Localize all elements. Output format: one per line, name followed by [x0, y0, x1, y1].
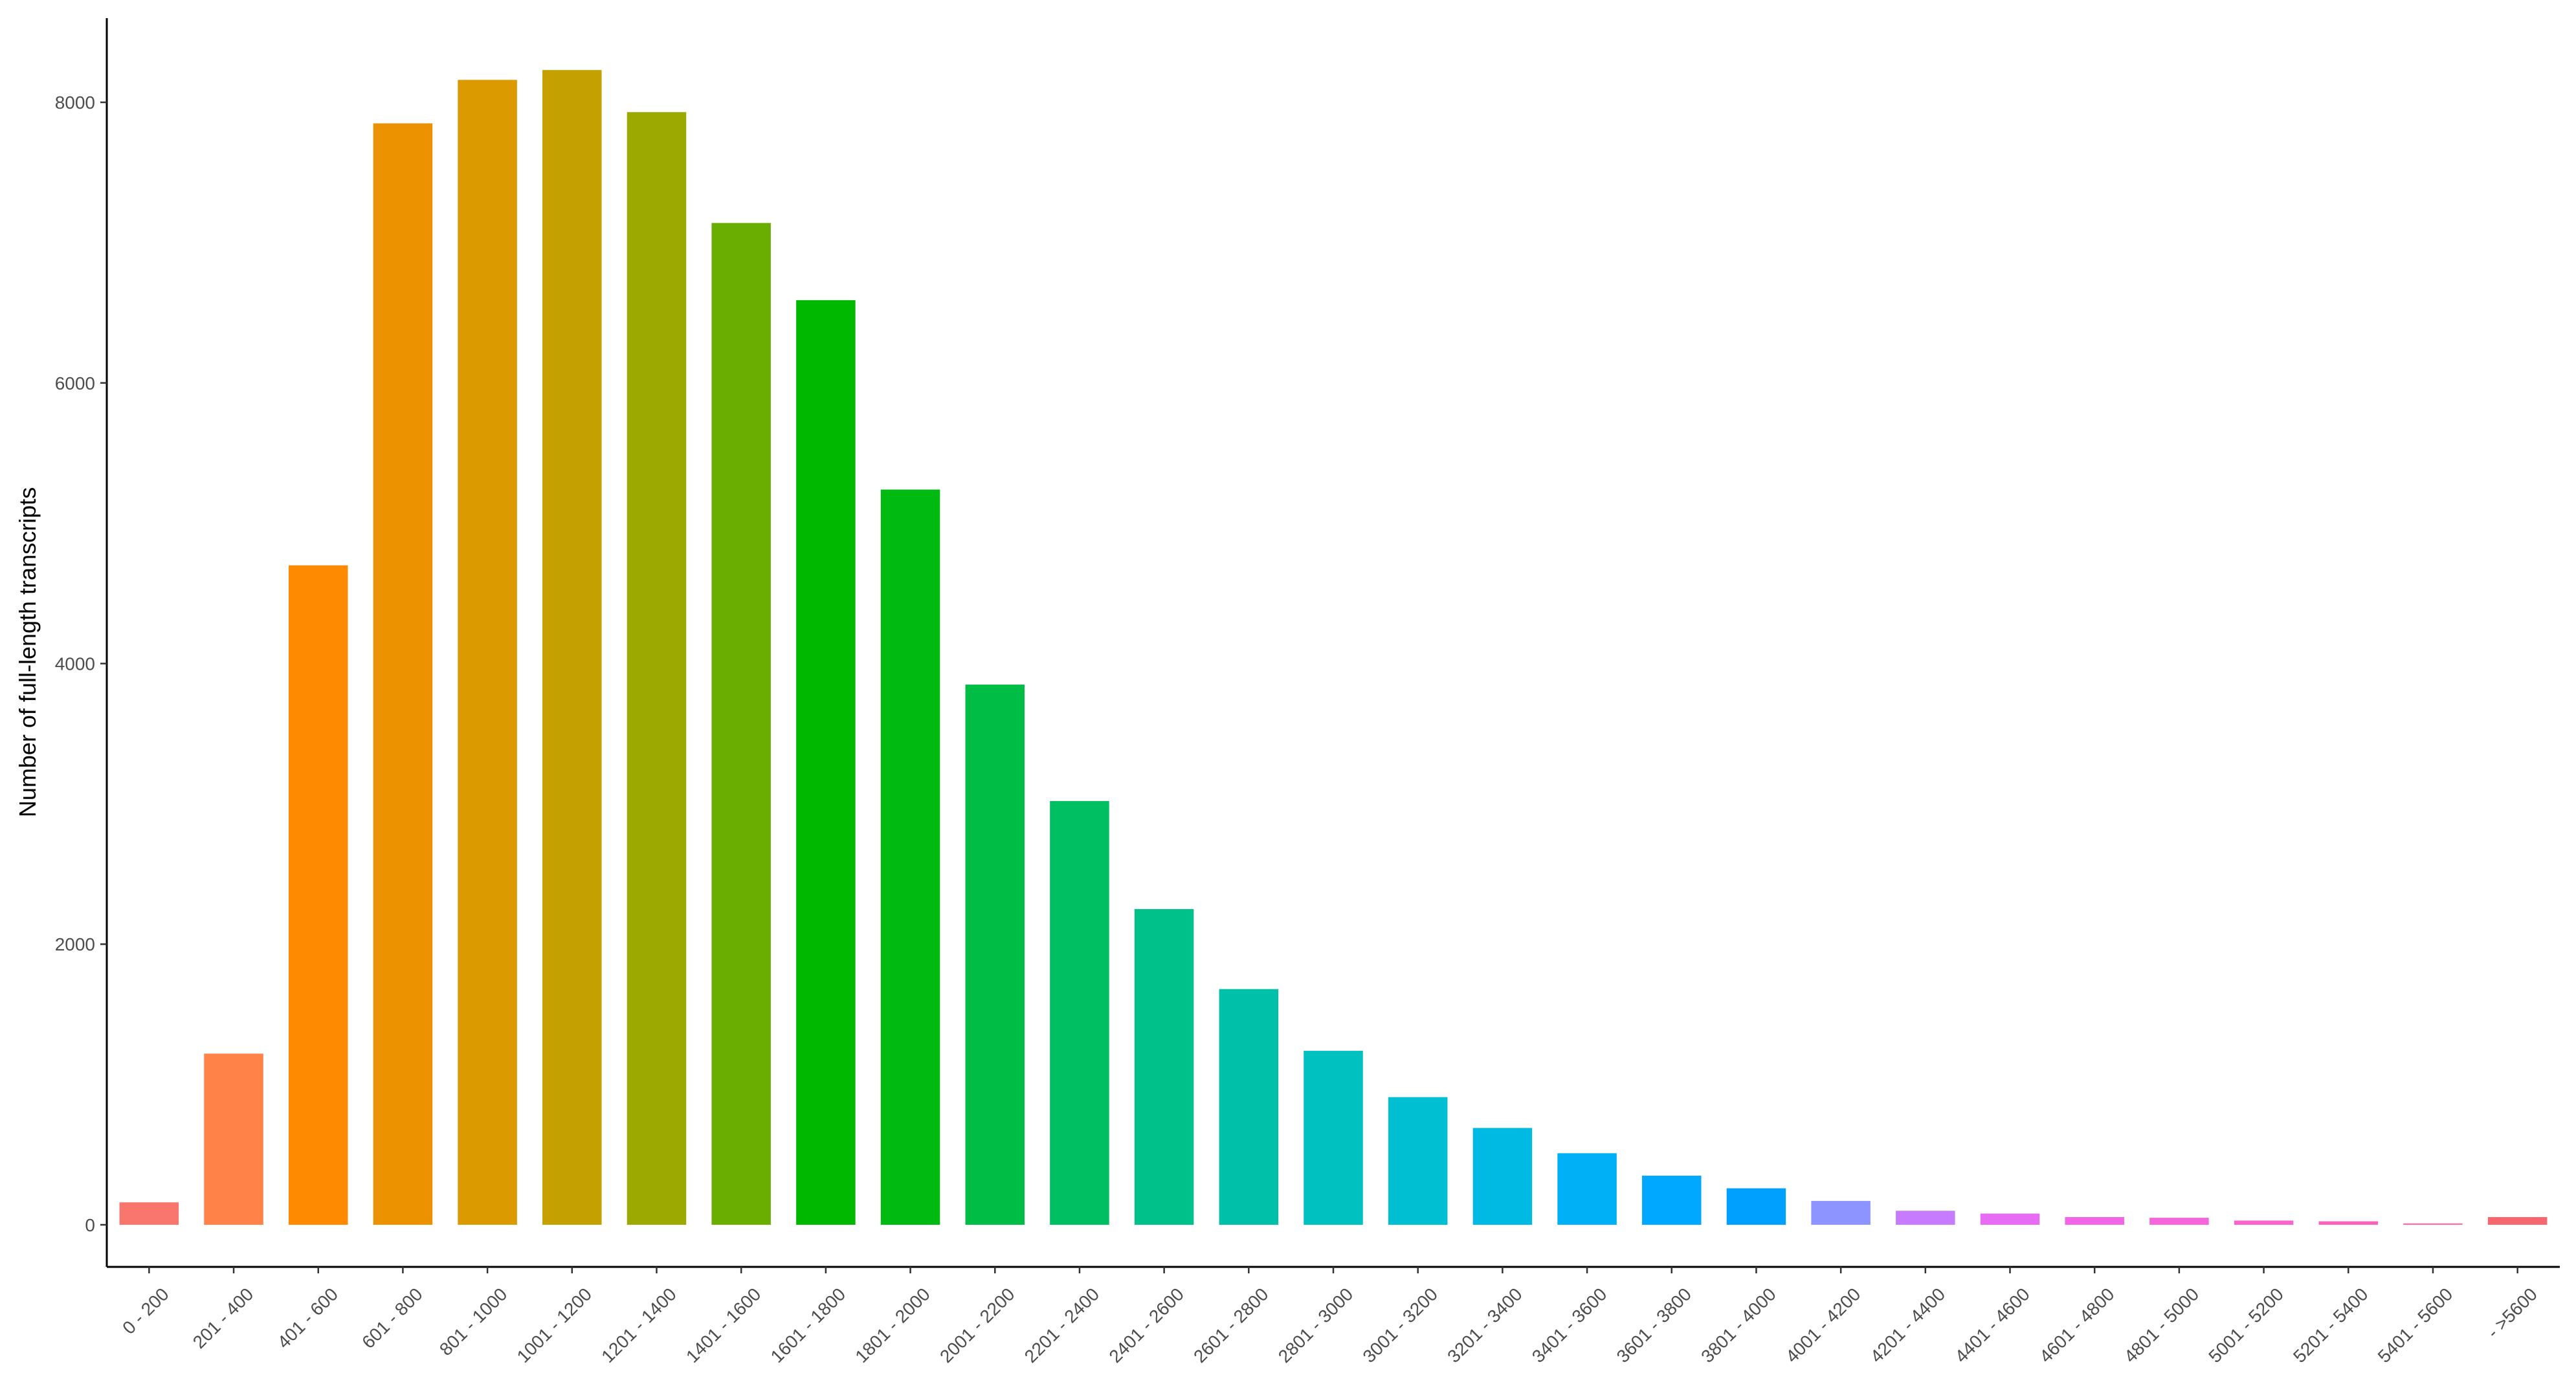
bar-7 — [711, 223, 771, 1225]
x-tick-label-26: 5201 - 5400 — [2289, 1284, 2372, 1367]
y-tick-label-4: 8000 — [55, 93, 95, 113]
y-tick-label-1: 2000 — [55, 934, 95, 954]
x-tick-label-1: 201 - 400 — [189, 1284, 258, 1352]
bar-20 — [1811, 1201, 1871, 1225]
x-tick-label-5: 1001 - 1200 — [513, 1284, 596, 1367]
bar-19 — [1726, 1188, 1786, 1225]
bar-18 — [1642, 1176, 1702, 1225]
x-tick-label-27: 5401 - 5600 — [2374, 1284, 2457, 1367]
x-tick-label-24: 4801 - 5000 — [2120, 1284, 2203, 1367]
x-tick-label-20: 4001 - 4200 — [1782, 1284, 1865, 1367]
x-tick-label-21: 4201 - 4400 — [1867, 1284, 1949, 1367]
x-tick-label-4: 801 - 1000 — [436, 1284, 511, 1359]
x-tick-label-0: 0 - 200 — [118, 1284, 173, 1338]
bar-28 — [2487, 1217, 2548, 1225]
x-tick-label-3: 601 - 800 — [358, 1284, 427, 1352]
bar-25 — [2234, 1220, 2294, 1225]
bar-4 — [458, 80, 517, 1225]
bar-9 — [880, 489, 940, 1225]
x-tick-label-12: 2401 - 2600 — [1105, 1284, 1188, 1367]
y-tick-label-2: 4000 — [55, 654, 95, 674]
y-ticks: 0 2000 4000 6000 8000 — [55, 93, 107, 1235]
y-tick-label-0: 0 — [85, 1215, 95, 1235]
bar-27 — [2403, 1223, 2463, 1225]
bar-8 — [796, 300, 856, 1225]
bar-5 — [542, 70, 602, 1225]
x-tick-label-2: 401 - 600 — [274, 1284, 342, 1352]
x-tick-label-25: 5001 - 5200 — [2204, 1284, 2287, 1367]
bar-22 — [1980, 1213, 2040, 1225]
bar-13 — [1219, 989, 1279, 1225]
x-tick-label-22: 4401 - 4600 — [1951, 1284, 2034, 1367]
x-tick-label-14: 2801 - 3000 — [1274, 1284, 1357, 1367]
bar-24 — [2149, 1218, 2209, 1225]
x-tick-label-6: 1201 - 1400 — [597, 1284, 680, 1367]
x-tick-label-23: 4601 - 4800 — [2036, 1284, 2118, 1367]
x-tick-label-19: 3801 - 4000 — [1697, 1284, 1780, 1367]
x-tick-label-16: 3201 - 3400 — [1443, 1284, 1526, 1367]
x-tick-label-9: 1801 - 2000 — [851, 1284, 934, 1367]
bar-3 — [373, 123, 433, 1225]
bar-12 — [1134, 909, 1194, 1225]
bar-0 — [119, 1202, 179, 1225]
bars-layer — [119, 70, 2548, 1225]
bar-6 — [627, 112, 687, 1225]
x-tick-label-18: 3601 - 3800 — [1613, 1284, 1696, 1367]
x-ticks: 0 - 200 201 - 400 401 - 600 601 - 800 801 - … — [118, 1267, 2541, 1367]
bar-26 — [2318, 1221, 2379, 1225]
x-tick-label-7: 1401 - 1600 — [682, 1284, 765, 1367]
bar-14 — [1304, 1051, 1363, 1225]
bar-10 — [965, 685, 1025, 1225]
bar-2 — [288, 565, 348, 1225]
x-tick-label-8: 1601 - 1800 — [767, 1284, 850, 1367]
x-tick-label-11: 2201 - 2400 — [1021, 1284, 1104, 1367]
bar-11 — [1050, 801, 1109, 1225]
bar-1 — [204, 1053, 263, 1225]
x-tick-label-10: 2001 - 2200 — [936, 1284, 1019, 1367]
x-tick-label-15: 3001 - 3200 — [1359, 1284, 1441, 1367]
bar-21 — [1896, 1211, 1955, 1225]
y-axis-title: Number of full-length transcripts — [14, 487, 41, 817]
x-tick-label-13: 2601 - 2800 — [1190, 1284, 1272, 1367]
bar-15 — [1388, 1097, 1448, 1225]
y-tick-label-3: 6000 — [55, 373, 95, 393]
bar-23 — [2065, 1217, 2124, 1225]
x-tick-label-28: - >5600 — [2483, 1284, 2541, 1342]
x-tick-label-17: 3401 - 3600 — [1528, 1284, 1611, 1367]
bar-17 — [1557, 1153, 1617, 1225]
bar-16 — [1472, 1128, 1533, 1225]
